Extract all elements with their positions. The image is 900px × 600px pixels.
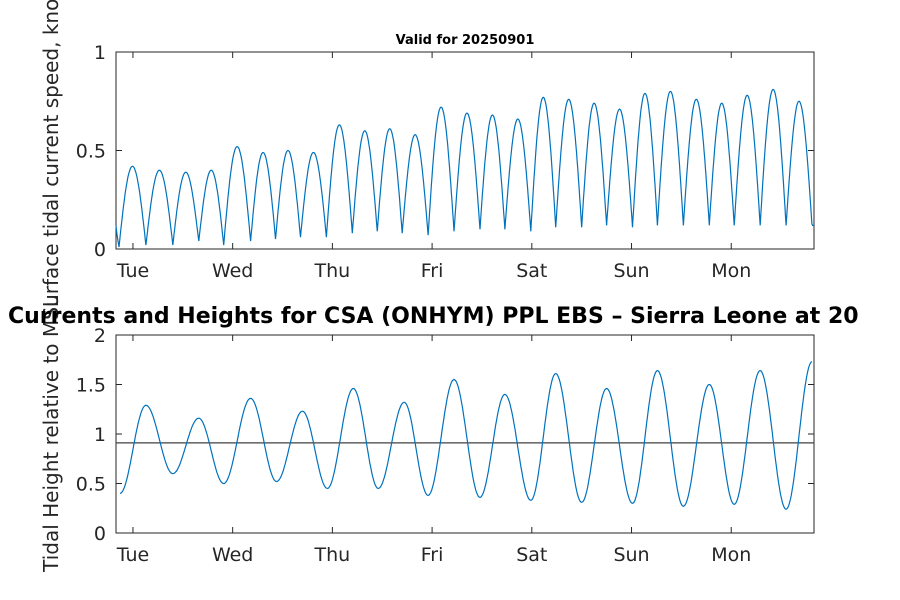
current-speed-x-tick-label: Mon <box>711 260 751 282</box>
tidal-height-y-ticks: 0 0.5 1 1.5 2 <box>76 325 814 545</box>
current-speed-y-axis-label: Surface tidal current speed, knots <box>39 0 63 320</box>
tidal-height-x-tick-label: Tue <box>116 544 149 566</box>
current-speed-y-tick-label: 0.5 <box>76 141 106 163</box>
tidal-height-x-tick-label: Sun <box>613 544 649 566</box>
tidal-height-y-tick-label: 2 <box>94 325 106 347</box>
tidal-height-y-tick-label: 0 <box>94 523 106 545</box>
current-speed-chart: Valid for 20250901 00.51 Tue Wed Thu Fri Sat… <box>39 0 815 320</box>
current-speed-x-tick-label: Sun <box>613 260 649 282</box>
current-speed-x-tick-label: Wed <box>212 260 253 282</box>
tidal-height-chart: 0 0.5 1 1.5 2 Tue Wed Thu Fri Sat Sun Mon Tidal He… <box>8 295 859 573</box>
current-speed-chart-title: Valid for 20250901 <box>396 33 535 48</box>
tidal-height-x-tick-label: Fri <box>421 544 444 566</box>
current-speed-x-tick-label: Sat <box>516 260 547 282</box>
figure-main-title: Currents and Heights for CSA (ONHYM) PPL… <box>8 304 859 329</box>
tidal-height-x-tick-label: Sat <box>516 544 547 566</box>
current-speed-x-tick-label: Tue <box>116 260 149 282</box>
current-speed-y-tick-label: 0 <box>94 239 106 261</box>
tidal-height-series-line <box>119 361 813 510</box>
tidal-height-y-tick-label: 0.5 <box>76 474 106 496</box>
current-speed-y-tick-label: 1 <box>94 42 106 64</box>
tidal-height-y-axis-label: Tidal Height relative to MSL <box>39 295 63 573</box>
current-speed-y-ticks: 00.51 <box>76 42 814 261</box>
current-speed-x-tick-label: Fri <box>421 260 444 282</box>
current-speed-axes-box <box>115 51 815 250</box>
tidal-height-x-tick-label: Thu <box>314 544 351 566</box>
tidal-height-x-ticks: Tue Wed Thu Fri Sat Sun Mon <box>116 335 751 566</box>
current-speed-x-ticks: Tue Wed Thu Fri Sat Sun Mon <box>116 52 751 282</box>
current-speed-series-line <box>115 88 814 248</box>
tidal-height-x-tick-label: Mon <box>711 544 751 566</box>
tidal-height-y-tick-label: 1.5 <box>76 375 106 397</box>
tidal-height-x-tick-label: Wed <box>212 544 253 566</box>
tidal-height-axes-box <box>115 334 815 534</box>
current-speed-x-tick-label: Thu <box>314 260 351 282</box>
tidal-height-y-tick-label: 1 <box>94 424 106 446</box>
